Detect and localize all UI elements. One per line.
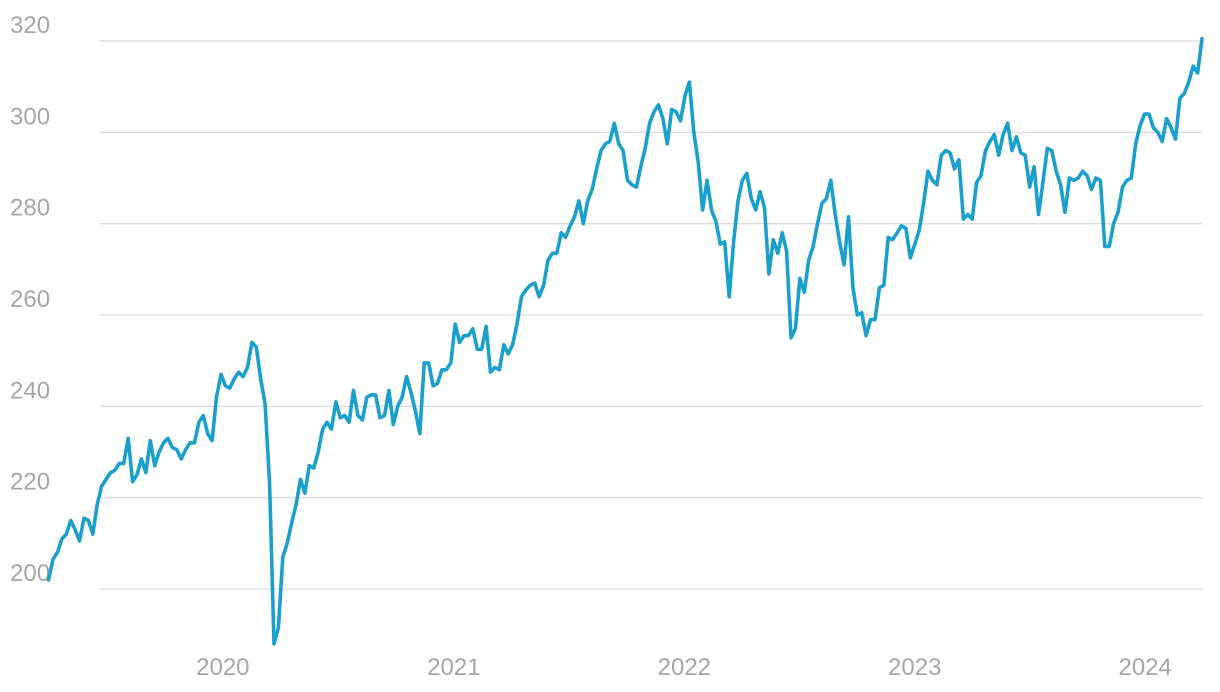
series-group <box>46 36 1204 646</box>
y-axis-tick-labels: 200 220 240 260 280 300 320 <box>10 12 50 587</box>
y-tick-label-260: 260 <box>10 286 50 313</box>
x-tick-label-2023: 2023 <box>888 654 941 681</box>
y-tick-label-200: 200 <box>10 560 50 587</box>
series-line-0 <box>46 36 1204 646</box>
y-tick-label-240: 240 <box>10 377 50 404</box>
x-tick-label-2021: 2021 <box>427 654 480 681</box>
gridlines <box>100 40 1202 590</box>
x-tick-label-2024: 2024 <box>1118 654 1171 681</box>
x-tick-label-2020: 2020 <box>196 654 249 681</box>
x-tick-label-2022: 2022 <box>658 654 711 681</box>
y-tick-label-280: 280 <box>10 195 50 222</box>
x-axis-tick-labels: 2020 2021 2022 2023 2024 <box>196 654 1172 681</box>
y-tick-label-320: 320 <box>10 12 50 39</box>
y-tick-label-220: 220 <box>10 469 50 496</box>
y-tick-label-300: 300 <box>10 103 50 130</box>
